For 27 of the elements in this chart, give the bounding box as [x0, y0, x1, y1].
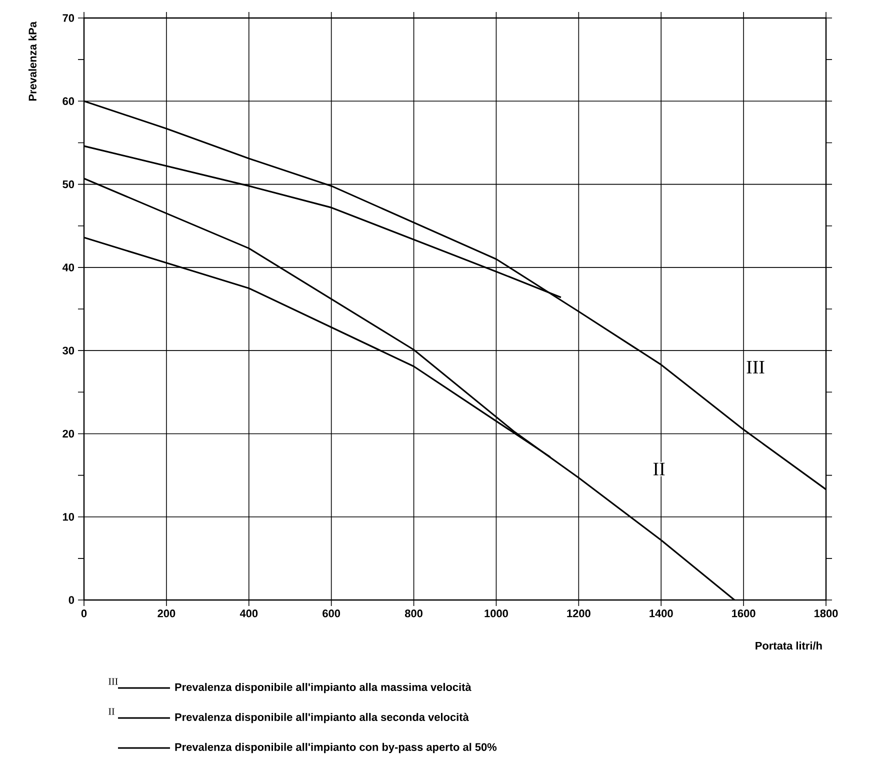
y-tick-label: 30 — [62, 346, 74, 354]
x-tick-label: 1200 — [567, 610, 590, 618]
x-tick-label: 1600 — [732, 610, 756, 618]
annotation: II — [653, 462, 665, 476]
legend-label: Prevalenza disponibile all'impianto con by-pass aperto al 50% — [175, 742, 497, 754]
y-tick-label: 20 — [62, 430, 74, 438]
x-tick-label: 400 — [240, 610, 258, 618]
y-tick-label: 60 — [62, 97, 74, 106]
x-tick-label: 1400 — [650, 610, 673, 618]
legend-label: Prevalenza disponibile all'impianto alla seconda velocità — [175, 712, 469, 724]
x-tick-label: 600 — [322, 610, 340, 618]
y-tick-label: 50 — [62, 180, 74, 188]
x-tick-label: 200 — [158, 610, 176, 618]
text: II — [108, 708, 114, 715]
x-tick-label: 1800 — [814, 610, 838, 618]
y-tick-label: 0 — [68, 596, 74, 604]
x-tick-label: 800 — [404, 610, 422, 618]
text: III — [108, 678, 118, 685]
annotation: III — [746, 361, 764, 374]
y-axis-title: Prevalenza kPa — [28, 21, 36, 101]
x-tick-label: 1000 — [484, 610, 508, 618]
legend-label: Prevalenza disponibile all'impianto alla massima velocità — [175, 682, 472, 694]
y-tick-label: 70 — [62, 14, 74, 22]
y-tick-label: 40 — [62, 264, 74, 272]
x-tick-label: 0 — [81, 610, 87, 618]
y-tick-label: 10 — [62, 512, 74, 521]
x-axis-title: Portata litri/h — [756, 642, 822, 650]
